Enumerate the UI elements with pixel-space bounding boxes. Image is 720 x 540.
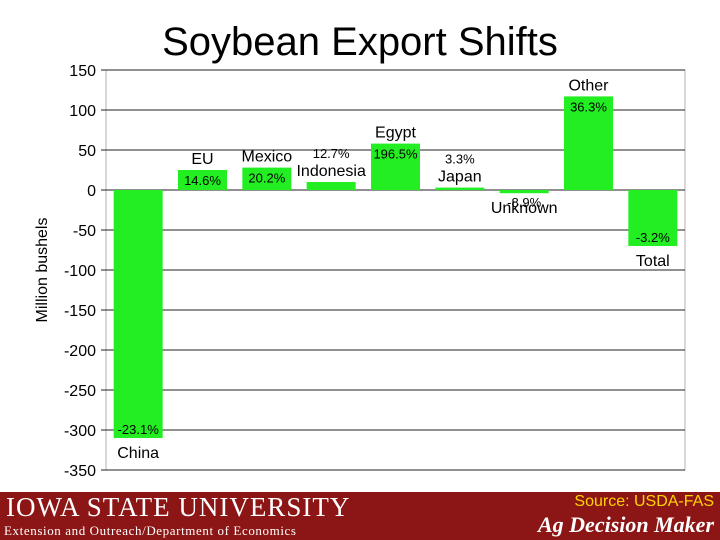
y-tick-label: 150 [69, 63, 96, 80]
university-logo-text: IOWA STATE UNIVERSITY [6, 492, 351, 522]
y-tick-label: -100 [64, 263, 96, 280]
data-label: -8.9% [507, 195, 541, 210]
y-tick-label: 0 [87, 183, 96, 200]
bar [371, 143, 420, 190]
y-tick-label: -250 [64, 383, 96, 400]
category-label: Japan [438, 169, 482, 186]
category-label: EU [191, 151, 213, 168]
data-label: 3.3% [445, 152, 475, 167]
category-label: Egypt [375, 125, 416, 142]
data-label: 36.3% [570, 99, 607, 114]
data-label: 12.7% [313, 146, 350, 161]
chart-title: Soybean Export Shifts [162, 20, 558, 64]
footer-banner: IOWA STATE UNIVERSITY Extension and Outr… [0, 492, 720, 540]
data-label: 14.6% [184, 173, 221, 188]
brand-logo-text: Ag Decision Maker [538, 512, 714, 537]
category-label: Total [636, 253, 670, 270]
y-tick-label: -350 [64, 463, 96, 480]
bar [242, 167, 292, 190]
y-tick-label: -200 [64, 343, 96, 360]
data-label: -23.1% [118, 422, 160, 437]
bar [306, 182, 356, 190]
y-axis-label: Million bushels [34, 218, 51, 323]
category-label: Mexico [241, 149, 292, 166]
bar [178, 170, 227, 190]
bar [564, 96, 613, 190]
y-tick-label: 50 [78, 143, 96, 160]
category-label: Other [568, 77, 609, 94]
category-label: China [117, 445, 159, 462]
data-label: 20.2% [248, 171, 285, 186]
bar-chart: 150 100 50 0 -50 -100 -150 -200 -250 -300 -350 Mill… [34, 63, 686, 480]
y-tick-label: -300 [64, 423, 96, 440]
bar [628, 190, 678, 246]
y-tick-label: 100 [69, 103, 96, 120]
bar [435, 187, 485, 190]
source-note: Source: USDA-FAS [574, 493, 714, 510]
data-label: -3.2% [636, 230, 670, 245]
data-label: 196.5% [373, 147, 418, 162]
bar [499, 190, 549, 194]
y-tick-label: -50 [73, 223, 96, 240]
bar [113, 190, 163, 438]
category-label: Unknown [491, 200, 558, 217]
department-text: Extension and Outreach/Department of Eco… [4, 523, 297, 538]
category-label: Indonesia [296, 163, 365, 180]
y-tick-label: -150 [64, 303, 96, 320]
